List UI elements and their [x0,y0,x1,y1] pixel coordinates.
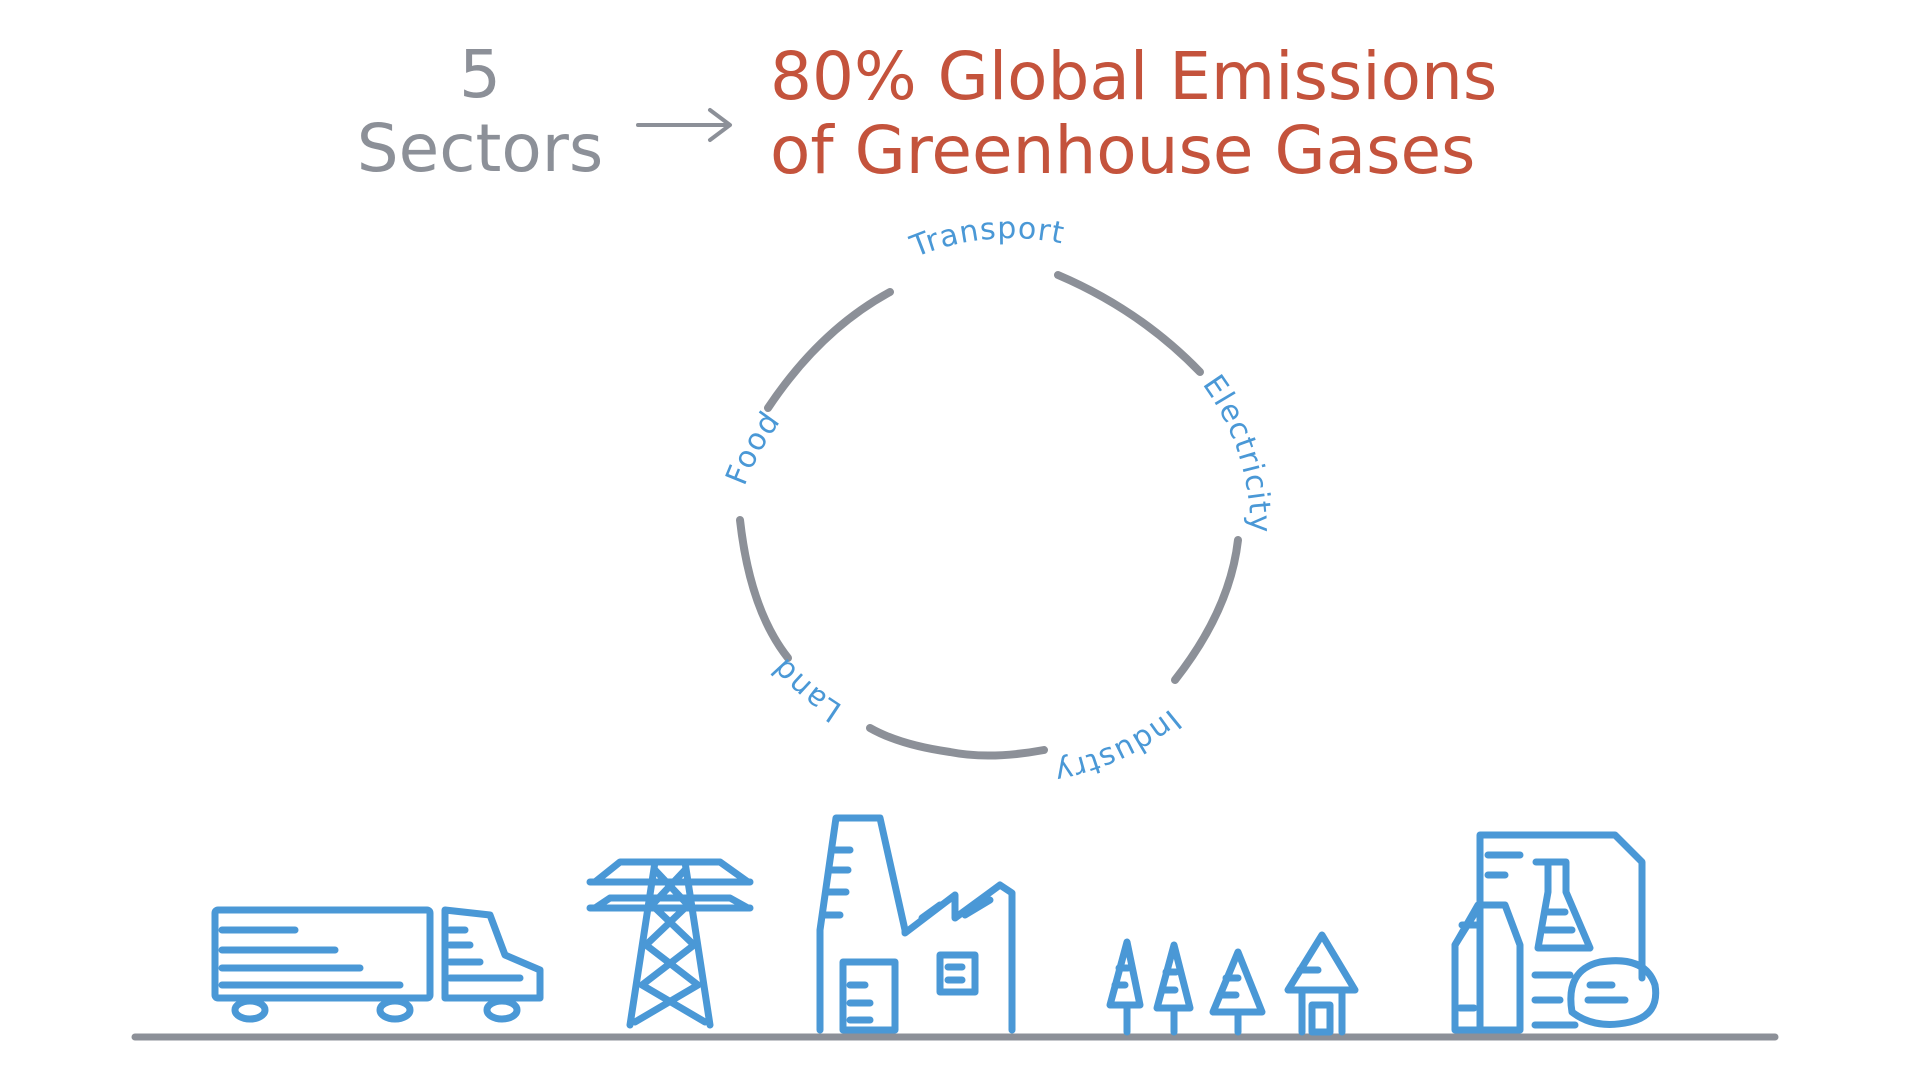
sector-count: 5 [459,36,501,113]
arrow-right-icon [636,108,732,142]
emissions-heading-line2: of Greenhouse Gases [770,112,1476,189]
sector-cycle-ring [736,271,1242,760]
emissions-heading-line1: 80% Global Emissions [770,38,1498,115]
emissions-heading: 80% Global Emissions of Greenhouse Gases [770,40,1670,188]
trees-and-house-icon [1106,931,1359,1036]
sector-count-label: Sectors [356,110,604,187]
power-pylon-icon [586,858,754,1029]
truck-icon [211,906,544,1023]
ring-label-transport: Transport [905,211,1068,265]
factory-icon [816,814,1016,1034]
ring-label-land: Land [765,651,848,729]
food-products-icon [1451,831,1660,1034]
sector-count-heading: 5 Sectors [330,38,630,186]
ring-label-electricity: Electricity [1196,369,1278,534]
ring-label-food: Food [719,405,787,490]
ring-label-industry: Industry [1051,702,1188,789]
